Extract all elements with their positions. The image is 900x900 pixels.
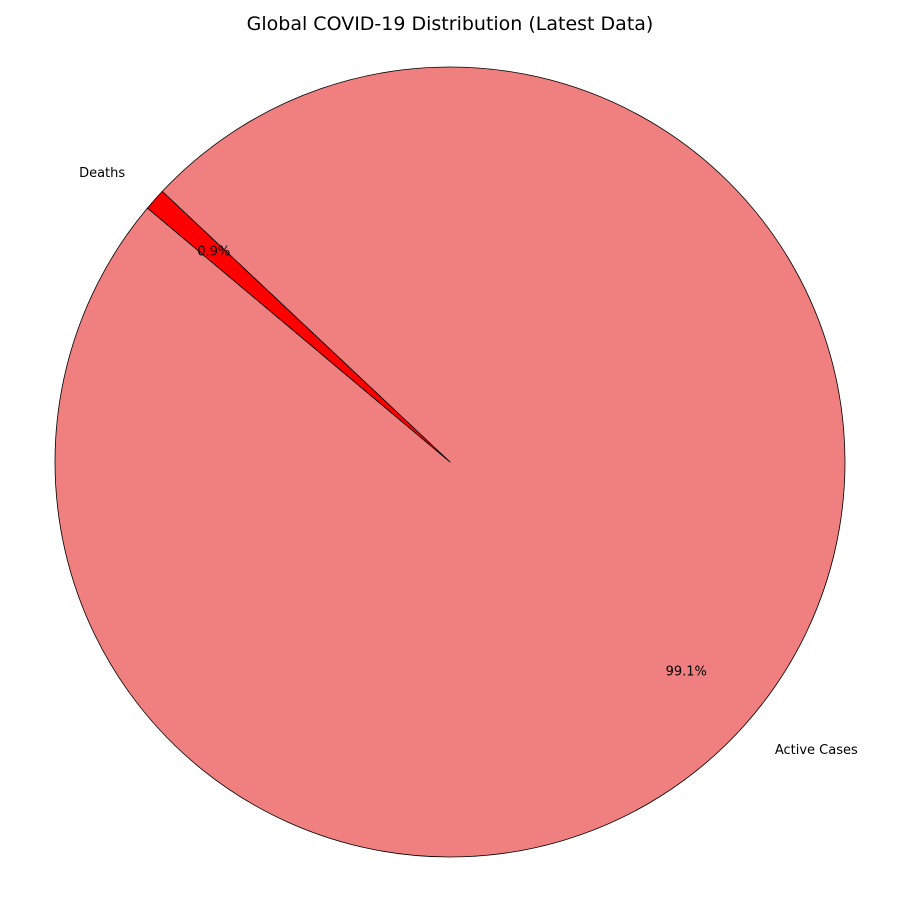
- slice-percent-active-cases: 99.1%: [666, 664, 707, 679]
- slice-percent-deaths: 0.9%: [197, 245, 230, 260]
- pie-labels: Active Cases 99.1% Deaths 0.9%: [79, 166, 858, 758]
- slice-label-active-cases: Active Cases: [775, 743, 858, 758]
- pie-slices: [54, 66, 846, 858]
- slice-label-deaths: Deaths: [79, 166, 125, 181]
- chart-title: Global COVID-19 Distribution (Latest Dat…: [247, 13, 654, 35]
- pie-slice-deaths: [147, 191, 451, 463]
